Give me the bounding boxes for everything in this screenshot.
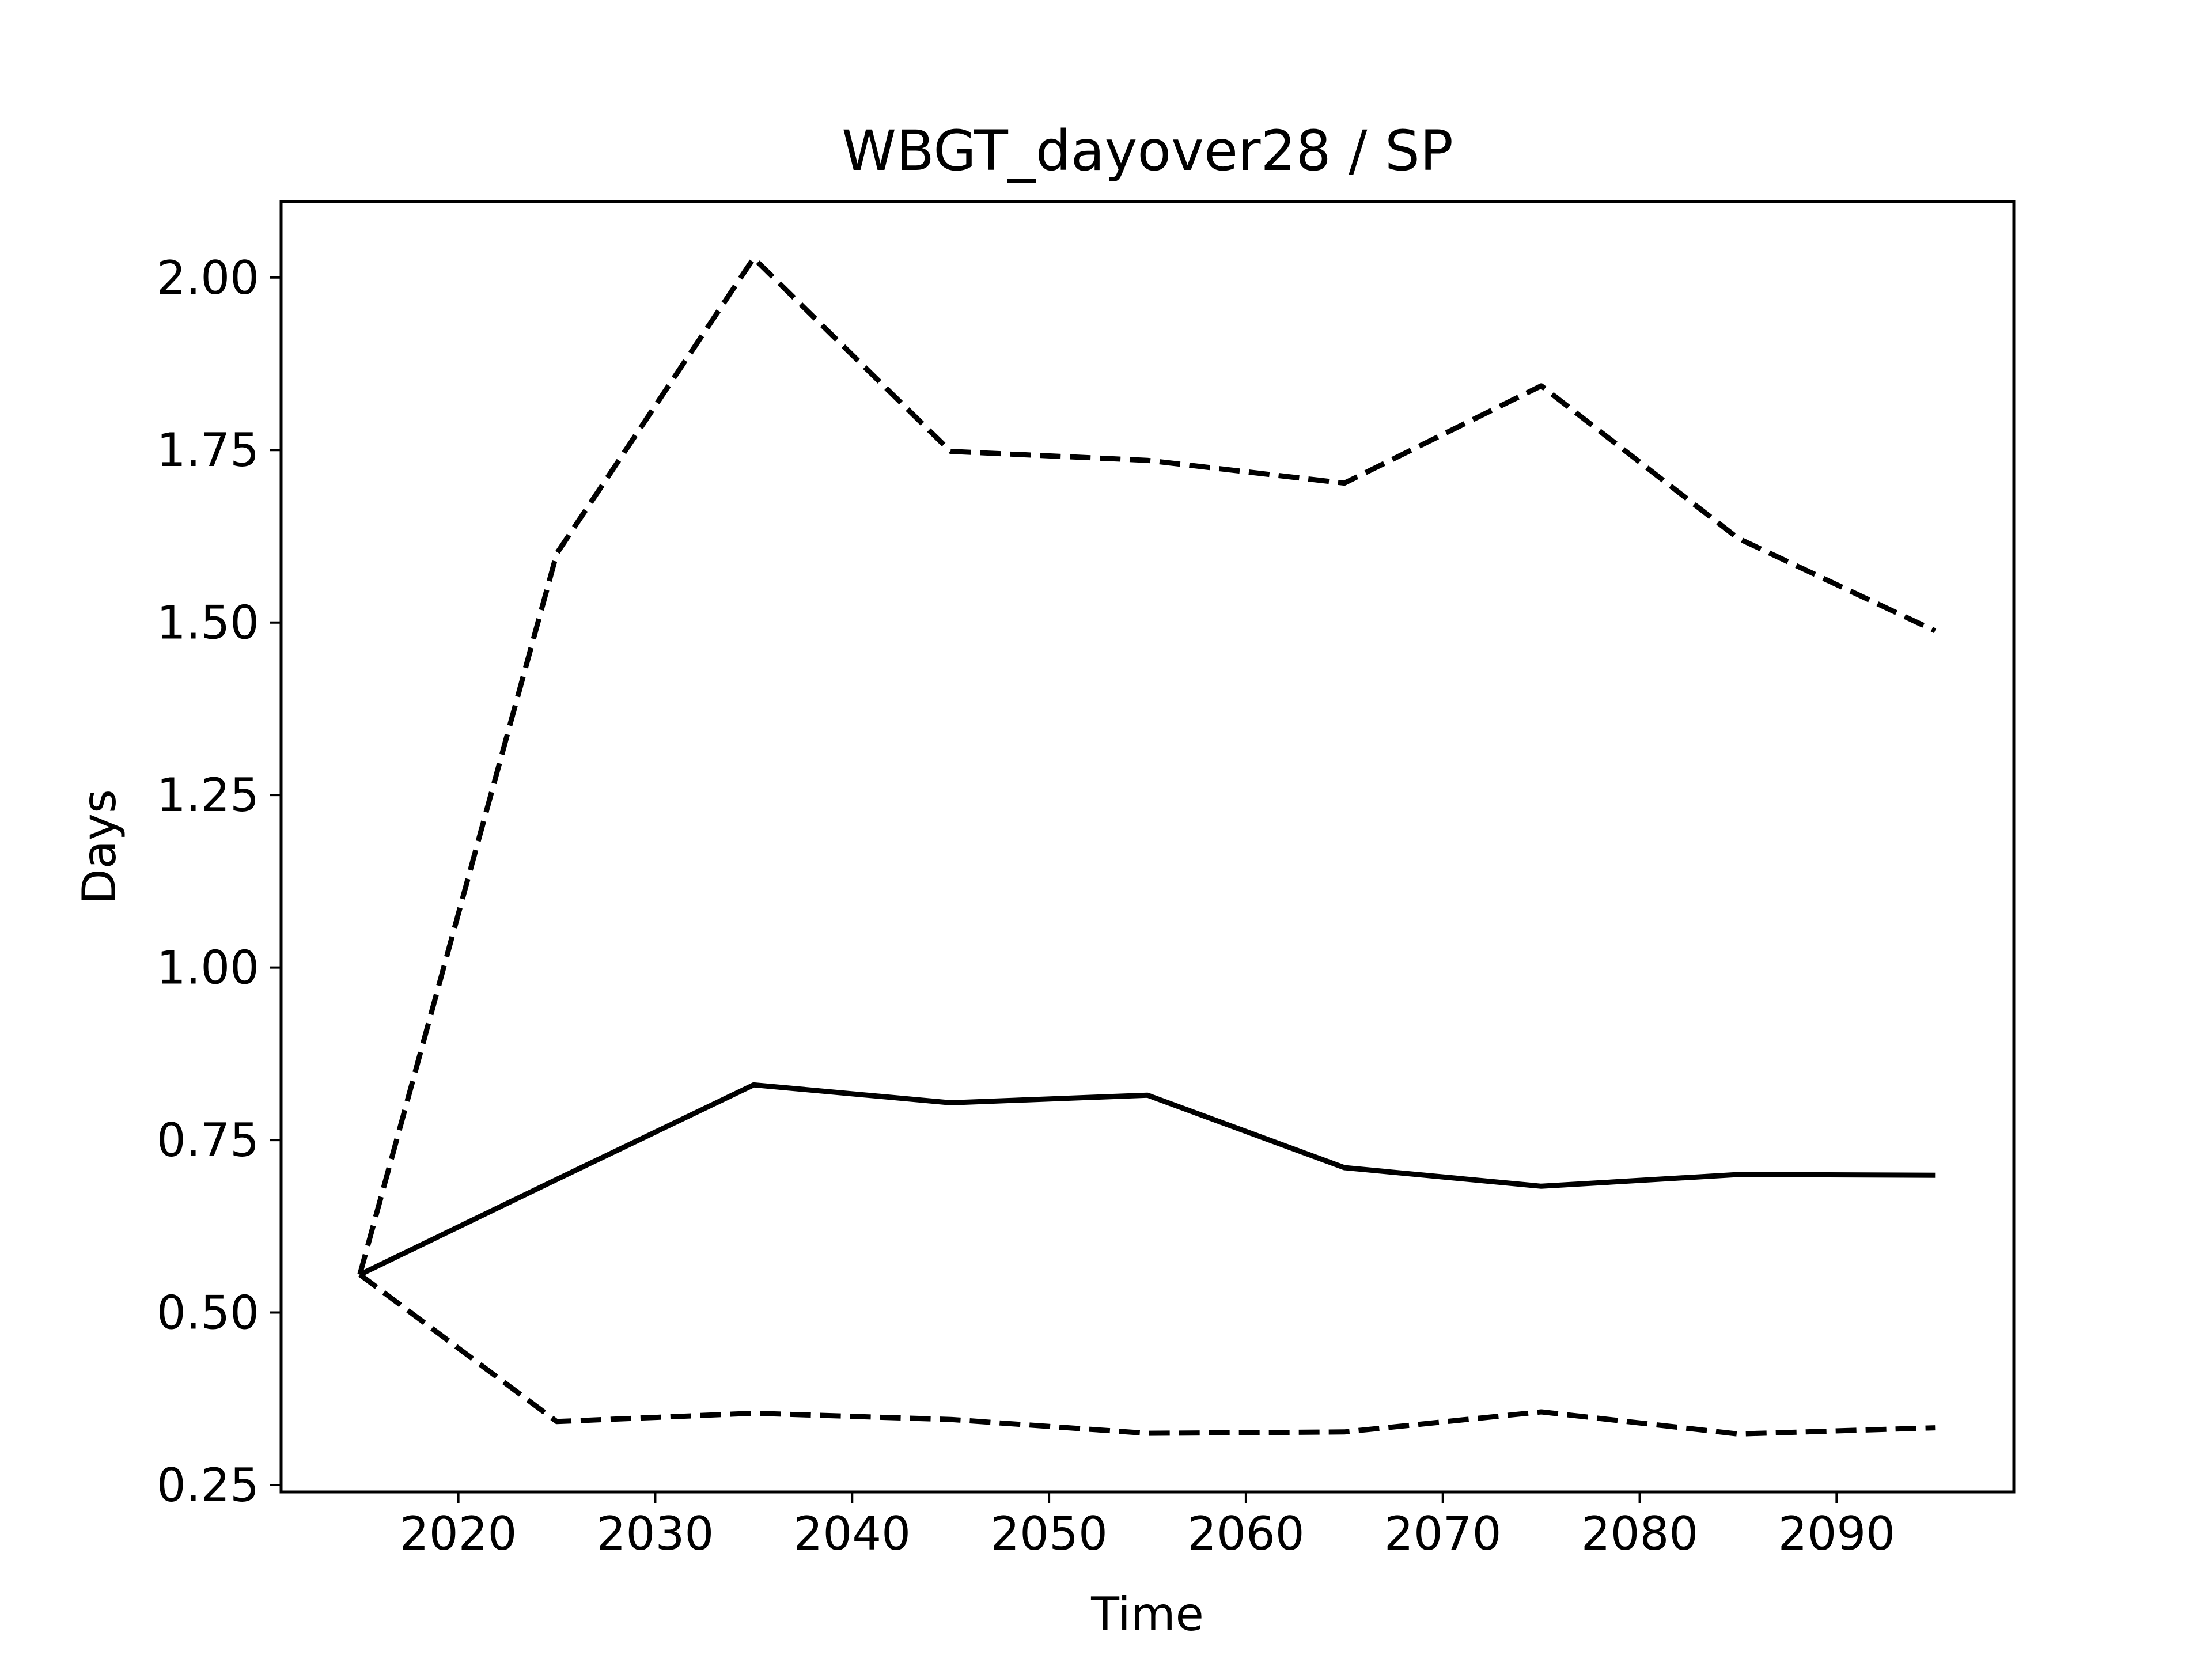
- y-tick-label: 1.00: [157, 941, 259, 995]
- series-layer: [357, 255, 1937, 1437]
- series-line-1-solid: [358, 1082, 1936, 1277]
- x-tick-label: 2080: [1581, 1507, 1699, 1560]
- y-axis-label: Days: [73, 789, 126, 904]
- y-tick-label: 1.75: [157, 423, 259, 477]
- x-tick-label: 2040: [793, 1507, 911, 1560]
- y-tick-label: 1.25: [157, 768, 259, 822]
- x-axis-label: Time: [1090, 1588, 1204, 1641]
- x-tick-label: 2090: [1778, 1507, 1896, 1560]
- y-axis-ticks: 0.25 0.50 0.75 1.00 1.25 1.50 1.75 2.00: [157, 251, 281, 1512]
- x-tick-label: 2060: [1187, 1507, 1305, 1560]
- y-tick-label: 1.50: [157, 596, 259, 650]
- y-tick-label: 0.50: [157, 1286, 259, 1340]
- chart-title: WBGT_dayover28 / SP: [842, 119, 1453, 183]
- y-tick-label: 2.00: [157, 251, 259, 305]
- plot-area-frame: [279, 200, 2016, 1494]
- series-line-2-dashed: [357, 255, 1937, 1275]
- x-tick-label: 2050: [990, 1507, 1108, 1560]
- x-tick-label: 2070: [1384, 1507, 1502, 1560]
- y-tick-label: 0.75: [157, 1113, 259, 1167]
- series-line-3-dashed: [358, 1272, 1936, 1437]
- y-tick-label: 0.25: [157, 1459, 259, 1512]
- x-axis-ticks: 2020 2030 2040 2050 2060 2070 2080 2090: [400, 1492, 1895, 1560]
- x-tick-label: 2020: [400, 1507, 517, 1560]
- x-tick-label: 2030: [597, 1507, 714, 1560]
